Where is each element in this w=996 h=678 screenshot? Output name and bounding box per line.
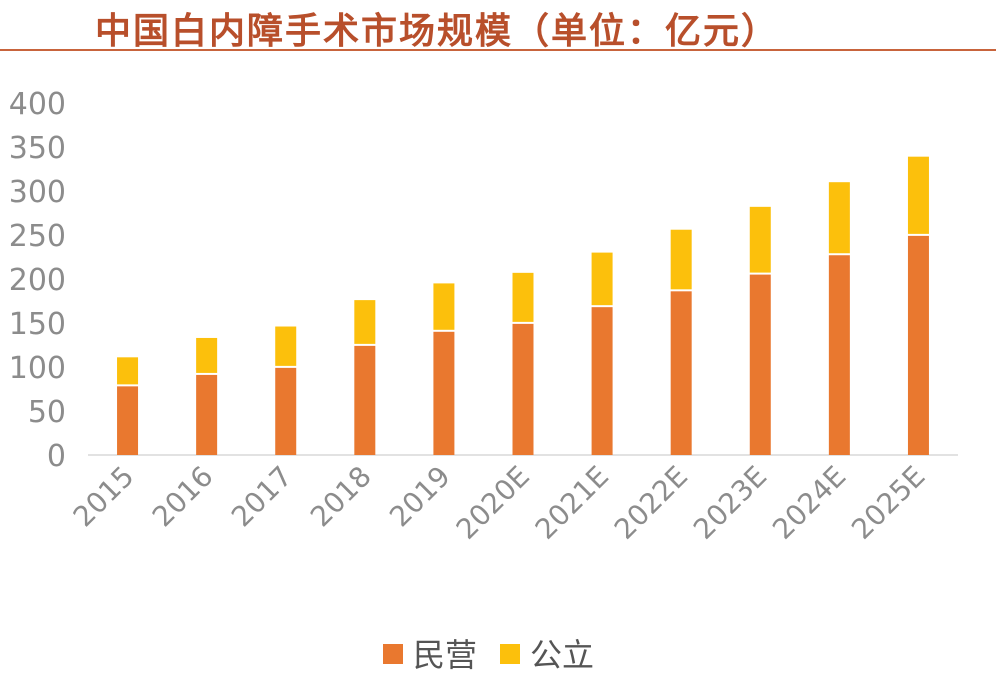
legend-swatch [383, 644, 403, 664]
bar-public [907, 156, 929, 234]
x-tick-label: 2025E [845, 460, 931, 546]
x-tick-label: 2016 [146, 460, 220, 534]
x-tick-label: 2023E [687, 460, 773, 546]
bar-public [828, 182, 850, 254]
bar-private [275, 367, 297, 455]
bar-private [670, 291, 692, 455]
bar-public [196, 337, 218, 373]
bar-private [433, 331, 455, 455]
x-tick-label: 2015 [67, 460, 141, 534]
y-tick-label: 150 [9, 307, 66, 342]
legend-label: 民营 [413, 636, 477, 674]
bar-public [512, 272, 534, 322]
bar-private [117, 386, 139, 455]
x-tick-label: 2024E [766, 460, 852, 546]
x-tick-label: 2018 [304, 460, 378, 534]
x-tick-label: 2017 [225, 460, 299, 534]
chart-title: 中国白内障手术市场规模（单位：亿元） [95, 10, 780, 52]
x-tick-label: 2020E [450, 460, 536, 546]
bar-public [354, 300, 376, 344]
title-underline [0, 49, 996, 51]
x-tick-label: 2022E [608, 460, 694, 546]
bar-public [749, 206, 771, 273]
x-tick-label: 2021E [529, 460, 615, 546]
y-tick-label: 50 [28, 395, 66, 430]
y-tick-label: 100 [9, 351, 66, 386]
bar-public [117, 357, 139, 385]
bar-private [907, 235, 929, 455]
x-tick-label: 2019 [383, 460, 457, 534]
legend-label: 公立 [530, 636, 594, 674]
bar-private [591, 307, 613, 455]
bar-private [828, 255, 850, 455]
legend-item-public: 公立 [500, 636, 594, 674]
y-tick-label: 200 [9, 263, 66, 298]
bar-public [275, 326, 297, 366]
legend-swatch [500, 644, 520, 664]
bar-public [433, 283, 455, 330]
bar-private [354, 345, 376, 455]
y-tick-label: 0 [47, 439, 66, 474]
y-tick-label: 250 [9, 219, 66, 254]
legend-item-private: 民营 [383, 636, 477, 674]
bar-private [512, 323, 534, 455]
bar-public [591, 252, 613, 306]
y-tick-label: 350 [9, 131, 66, 166]
y-tick-label: 400 [9, 87, 66, 122]
y-tick-label: 300 [9, 175, 66, 210]
bar-private [749, 274, 771, 455]
bar-private [196, 374, 218, 455]
bar-public [670, 229, 692, 290]
